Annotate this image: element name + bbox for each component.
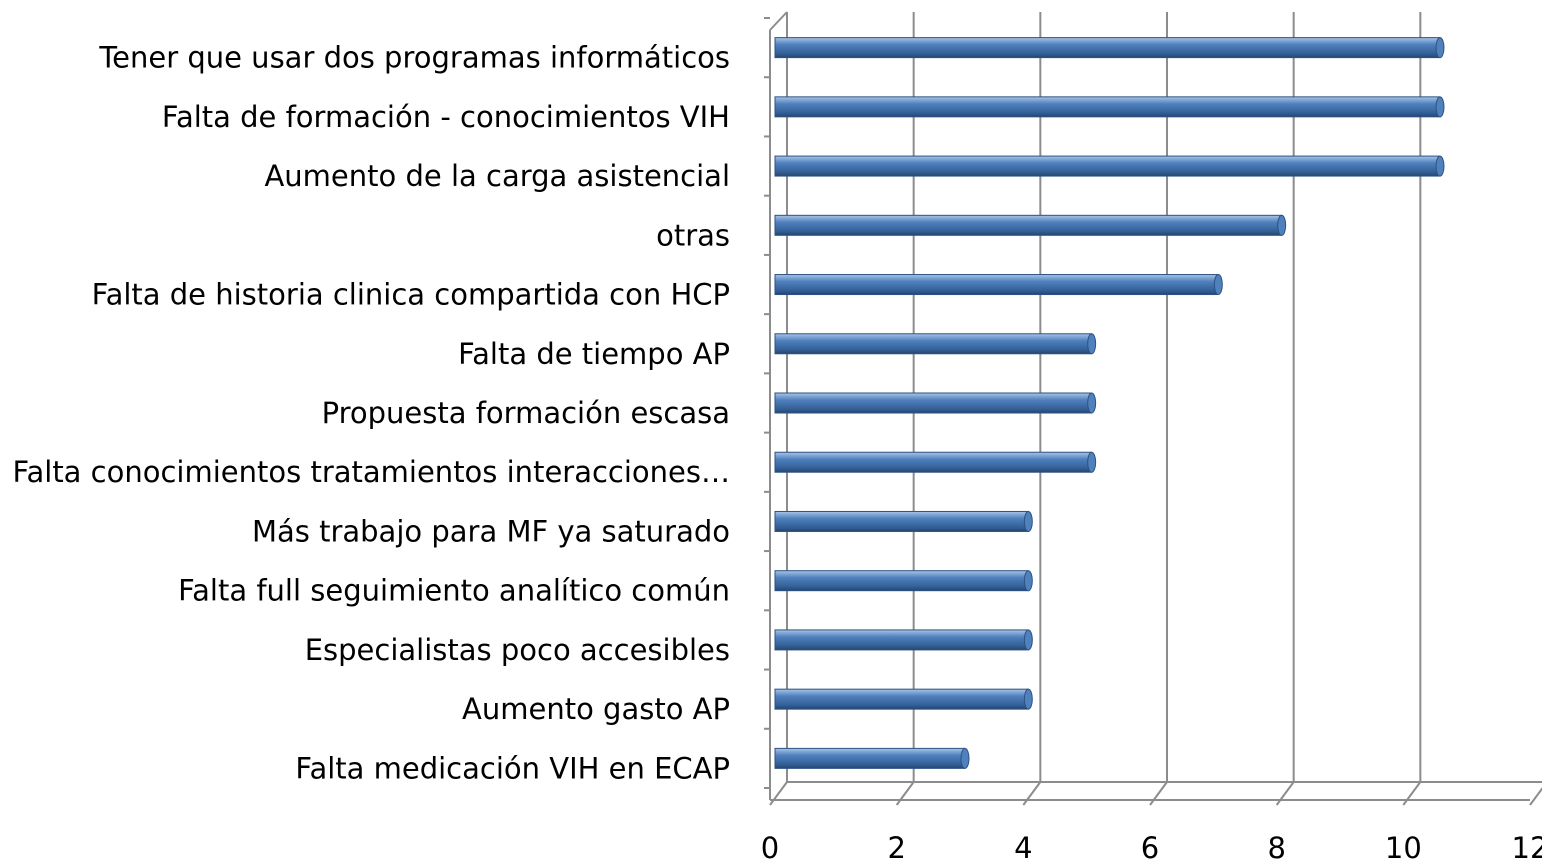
bar (774, 688, 1029, 710)
bar-cap (1023, 570, 1033, 592)
x-tick-label: 2 (887, 831, 905, 864)
y-tick-label: Propuesta formación escasa (322, 396, 730, 430)
bar-cap (1023, 510, 1033, 532)
bar-cap (1087, 392, 1097, 414)
y-tick-label: Falta conocimientos tratamientos interac… (12, 455, 730, 489)
bar (774, 510, 1029, 532)
x-tick-label: 12 (1512, 831, 1542, 864)
bar (774, 451, 1093, 473)
bar-cap (1087, 333, 1097, 355)
bar-cap (960, 747, 970, 769)
y-tick-label: Más trabajo para MF ya saturado (252, 514, 730, 548)
x-tick-label: 4 (1014, 831, 1032, 864)
bar (774, 333, 1093, 355)
y-tick-label: Falta full seguimiento analítico común (178, 574, 730, 608)
bar-cap (1023, 688, 1033, 710)
x-tick-label: 10 (1385, 831, 1422, 864)
left-top-edge (769, 11, 788, 31)
floor-tick (1275, 781, 1295, 806)
bar (774, 214, 1283, 236)
bar (774, 96, 1441, 118)
bar (774, 155, 1441, 177)
y-tick-label: Falta de historia clinica compartida con… (92, 278, 730, 312)
bar-cap (1087, 451, 1097, 473)
y-tick-label: otras (656, 218, 730, 252)
floor-tick (1529, 787, 1542, 806)
y-tick-label: Falta medicación VIH en ECAP (295, 751, 730, 785)
floor-tick (1022, 781, 1042, 806)
y-tick-label: Aumento gasto AP (462, 692, 730, 726)
bar (774, 747, 966, 769)
floor-tick (895, 781, 915, 806)
x-tick-label: 0 (761, 831, 779, 864)
y-tick-label: Especialistas poco accesibles (305, 633, 730, 667)
floor-tick (1402, 781, 1422, 806)
y-tick-label: Aumento de la carga asistencial (264, 159, 730, 193)
bar-cap (1213, 274, 1223, 296)
bar-cap (1435, 155, 1445, 177)
y-tick-label: Falta de formación - conocimientos VIH (162, 100, 730, 134)
bar (774, 570, 1029, 592)
bar (774, 274, 1219, 296)
bar-cap (1435, 37, 1445, 59)
bar (774, 392, 1093, 414)
floor-tick (1149, 781, 1168, 806)
x-tick-label: 8 (1267, 831, 1285, 864)
y-tick-label: Falta de tiempo AP (458, 337, 730, 371)
bar-cap (1277, 214, 1287, 236)
x-tick-label: 6 (1141, 831, 1159, 864)
floor-tick (769, 781, 788, 806)
y-tick-label: Tener que usar dos programas informático… (98, 41, 730, 75)
bar-cap (1023, 629, 1033, 651)
bar (774, 37, 1441, 59)
bar-cap (1435, 96, 1445, 118)
bar (774, 629, 1029, 651)
